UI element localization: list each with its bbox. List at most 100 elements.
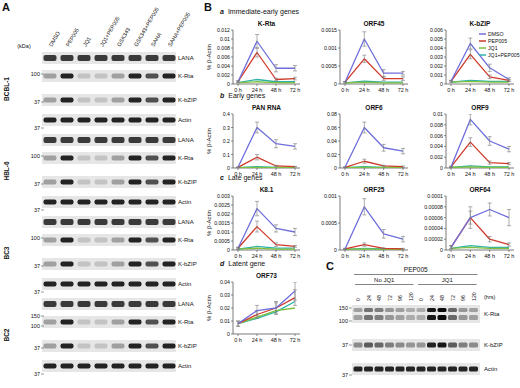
x-tick — [295, 250, 296, 252]
x-tick — [238, 250, 239, 252]
unit-label: (kDa) — [17, 43, 31, 49]
tick-label: 0 — [334, 81, 337, 87]
y-tick — [231, 205, 233, 206]
y-tick — [338, 168, 340, 169]
band — [112, 180, 125, 185]
band-label: LANA — [178, 55, 194, 61]
tick-label: 0.0005 — [321, 63, 337, 69]
time-label: 72 — [450, 295, 456, 301]
band — [146, 74, 159, 79]
lane-label: SAHA — [150, 31, 163, 47]
marker-tick — [349, 308, 352, 309]
tick-label: 24 h — [359, 87, 370, 93]
x-tick — [509, 168, 510, 170]
chart: ORF73% β-Actin00.010.020.030.040 h24 h48… — [206, 272, 300, 343]
error-bar — [382, 70, 386, 77]
band — [438, 343, 447, 348]
y-tick — [338, 114, 340, 115]
band — [146, 364, 159, 369]
band — [44, 301, 57, 307]
y-tick — [444, 168, 446, 169]
axis-title: % β-Actin — [206, 210, 212, 236]
tick-label: 0.006 — [217, 54, 230, 60]
band — [95, 98, 108, 103]
band — [44, 344, 57, 349]
y-tick — [231, 282, 233, 283]
blot-strip — [42, 152, 176, 164]
error-bar — [488, 64, 492, 71]
band — [354, 308, 363, 312]
y-tick — [231, 223, 233, 224]
row-letter: d — [220, 260, 225, 267]
error-bar — [507, 146, 511, 151]
x-tick — [276, 334, 277, 336]
band — [163, 301, 176, 307]
error-bar — [401, 166, 405, 167]
blot-strip — [352, 339, 480, 351]
header: PEP005 — [404, 266, 428, 273]
error-bar — [255, 221, 259, 232]
y-tick — [231, 241, 233, 242]
band — [112, 55, 125, 61]
tick-label: 0.04 — [220, 279, 230, 285]
time-label: 48 — [439, 295, 445, 301]
tick-label: 0 h — [341, 253, 349, 259]
tick-label: 48 h — [271, 253, 282, 259]
band — [61, 301, 74, 307]
error-bar — [274, 165, 278, 166]
band — [95, 238, 108, 243]
band — [61, 200, 74, 205]
band — [78, 219, 91, 225]
series-line — [451, 166, 509, 168]
y-tick — [444, 66, 446, 67]
marker-tick — [349, 375, 352, 376]
band — [163, 137, 176, 143]
plot-area — [343, 32, 405, 83]
blot-strip — [42, 94, 176, 106]
tick-label: 0.001 — [324, 193, 337, 199]
time-label: 24 — [366, 295, 372, 301]
y-tick — [444, 75, 446, 76]
x-tick — [257, 334, 258, 336]
band — [163, 282, 176, 287]
band — [44, 262, 57, 267]
panel-label: A — [2, 1, 10, 13]
group-rule — [418, 284, 477, 285]
band — [469, 315, 478, 320]
band-label: K-bZIP — [178, 261, 197, 267]
band — [129, 364, 142, 369]
band — [78, 282, 91, 287]
error-bar — [293, 144, 297, 149]
band — [129, 200, 142, 205]
y-tick — [444, 84, 446, 85]
band — [146, 262, 159, 267]
series-line — [451, 246, 509, 249]
band — [44, 98, 57, 103]
chart: K-Rta% β-Actin00.0020.0040.0060.0080.010… — [206, 20, 300, 93]
tick-label: 0 — [227, 81, 230, 87]
error-bar — [468, 50, 472, 59]
error-bar — [343, 166, 347, 168]
tick-label: 48 h — [378, 171, 389, 177]
y-tick — [444, 206, 446, 207]
unit-label: (hrs) — [484, 294, 495, 300]
band — [163, 219, 176, 225]
kda-marker: 150 — [339, 305, 348, 311]
series-line — [238, 302, 295, 324]
error-bar — [401, 77, 405, 81]
band — [375, 308, 384, 312]
x-tick — [470, 84, 471, 86]
band — [129, 98, 142, 103]
kda-marker: 100 — [31, 235, 40, 241]
y-tick — [444, 57, 446, 58]
band — [78, 364, 91, 369]
x-tick — [403, 168, 404, 170]
x-tick — [470, 168, 471, 170]
x-axis — [233, 334, 300, 335]
band — [163, 98, 176, 103]
tick-label: 0 h — [447, 253, 455, 259]
band — [146, 301, 159, 307]
kda-marker: 150 — [31, 313, 40, 319]
tick-label: 0 h — [341, 87, 349, 93]
band — [112, 344, 125, 349]
